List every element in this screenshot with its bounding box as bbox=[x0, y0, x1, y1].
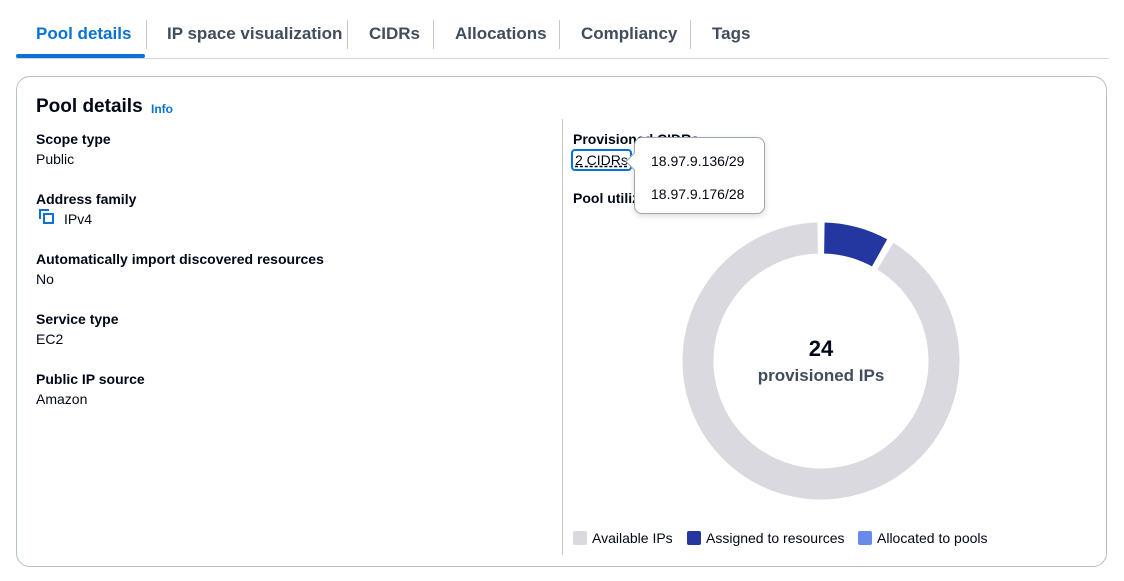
legend-label: Allocated to pools bbox=[877, 530, 988, 546]
scope-type-value: Public bbox=[36, 151, 75, 167]
public-ip-source-value: Amazon bbox=[36, 391, 88, 407]
legend-swatch bbox=[687, 531, 701, 545]
auto-import-label: Automatically import discovered resource… bbox=[36, 251, 324, 267]
address-family-value: IPv4 bbox=[64, 211, 93, 227]
tab-ip-space-visualization[interactable]: IP space visualization bbox=[167, 24, 343, 43]
tab-allocations[interactable]: Allocations bbox=[455, 24, 547, 43]
scope-type-label: Scope type bbox=[36, 131, 111, 147]
donut-center-value: 24 bbox=[808, 336, 834, 361]
tab-pool-details[interactable]: Pool details bbox=[36, 24, 132, 43]
cidrs-popover-trigger[interactable]: 2 CIDRs bbox=[571, 149, 632, 171]
assigned-to-resources-slice[interactable] bbox=[821, 220, 891, 270]
tab-separator bbox=[347, 20, 348, 49]
column-divider bbox=[562, 119, 563, 555]
cidrs-popover: 18.97.9.136/29 18.97.9.176/28 bbox=[625, 137, 765, 214]
tab-bar: Pool details IP space visualization CIDR… bbox=[16, 0, 1109, 59]
address-family-label: Address family bbox=[36, 191, 137, 207]
popover-cidr-item: 18.97.9.176/28 bbox=[651, 186, 745, 202]
tab-separator bbox=[690, 20, 691, 49]
public-ip-source-label: Public IP source bbox=[36, 371, 145, 387]
tab-separator bbox=[559, 20, 560, 49]
available-ips-slice[interactable] bbox=[680, 220, 962, 502]
copy-icon[interactable] bbox=[39, 209, 57, 227]
legend-label: Assigned to resources bbox=[706, 530, 845, 546]
tab-compliancy[interactable]: Compliancy bbox=[581, 24, 678, 43]
card-title: Pool details bbox=[36, 96, 143, 117]
tab-separator bbox=[433, 20, 434, 49]
tab-tags[interactable]: Tags bbox=[712, 24, 751, 43]
info-link[interactable]: Info bbox=[151, 102, 173, 116]
tab-cidrs[interactable]: CIDRs bbox=[369, 24, 421, 43]
utilization-donut-chart bbox=[680, 220, 962, 502]
legend-item-available[interactable]: Available IPs bbox=[573, 530, 673, 548]
legend-swatch bbox=[858, 531, 872, 545]
legend-item-allocated[interactable]: Allocated to pools bbox=[858, 530, 988, 548]
active-tab-indicator bbox=[16, 54, 145, 58]
legend-label: Available IPs bbox=[592, 530, 673, 546]
donut-center-label: provisioned IPs bbox=[757, 366, 885, 385]
legend-item-assigned[interactable]: Assigned to resources bbox=[687, 530, 845, 548]
service-type-label: Service type bbox=[36, 311, 119, 327]
pool-details-card: Pool details Info Scope type Public Addr… bbox=[16, 76, 1107, 567]
tab-separator bbox=[146, 20, 147, 49]
service-type-value: EC2 bbox=[36, 331, 64, 347]
popover-cidr-item: 18.97.9.136/29 bbox=[651, 153, 745, 169]
legend-swatch bbox=[573, 531, 587, 545]
auto-import-value: No bbox=[36, 271, 54, 287]
